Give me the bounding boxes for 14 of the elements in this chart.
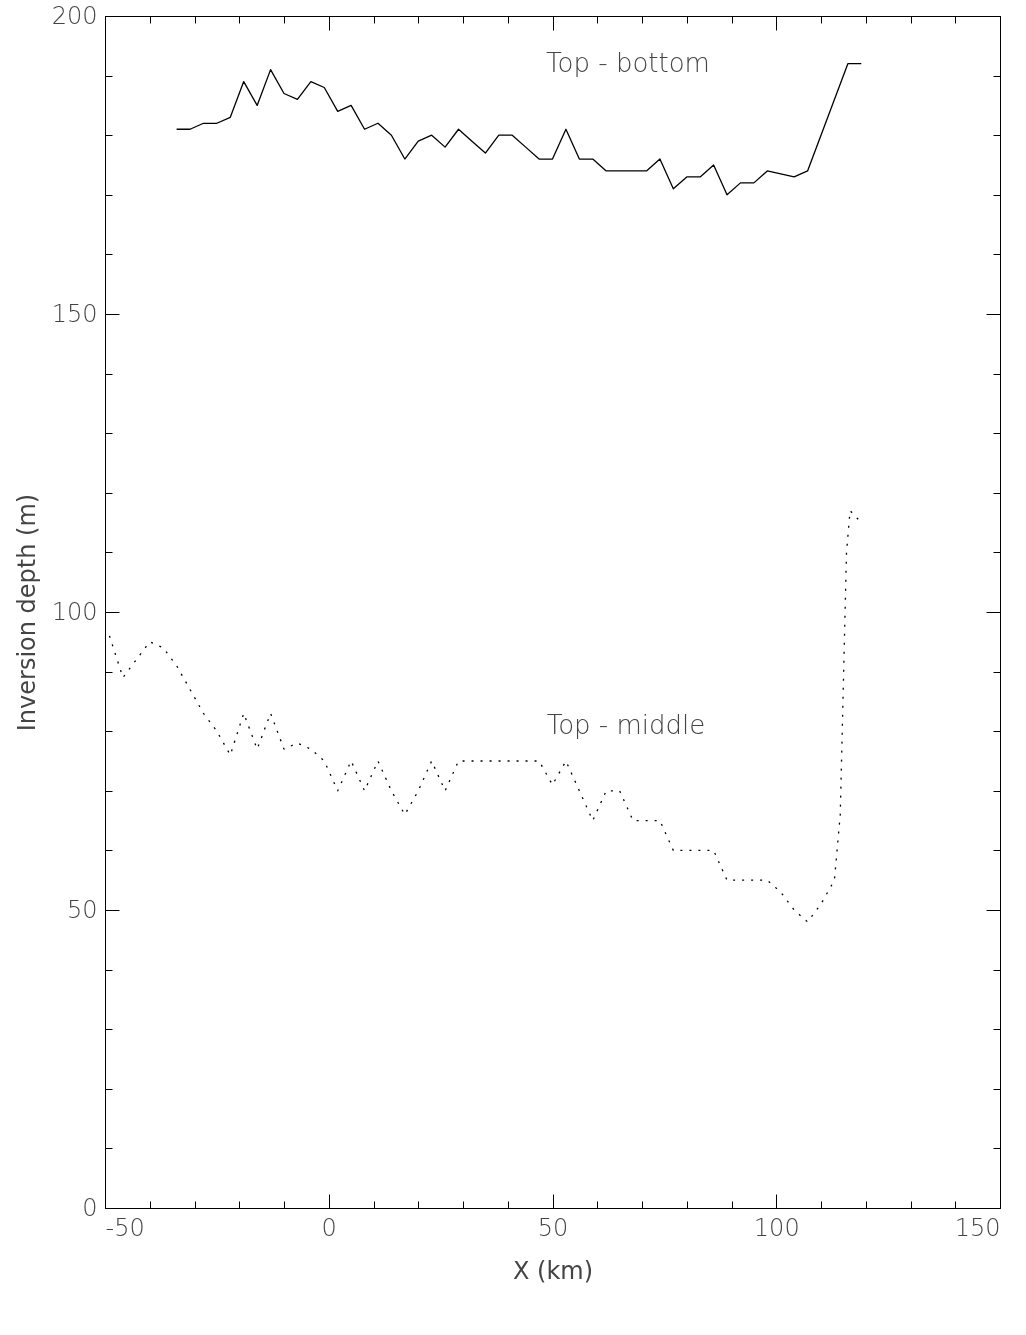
y-tick-label: 0 — [82, 1193, 98, 1222]
x-tick-label: 50 — [537, 1213, 569, 1242]
y-axis-title: Inversion depth (m) — [12, 493, 41, 732]
annotation: Top - middle — [546, 710, 706, 740]
x-tick-label: 150 — [954, 1213, 1001, 1242]
annotation: Top - bottom — [546, 48, 710, 78]
y-tick-label: 50 — [66, 895, 98, 924]
y-tick-label: 200 — [51, 1, 98, 30]
x-tick-label: -50 — [105, 1213, 145, 1242]
x-tick-label: 100 — [753, 1213, 800, 1242]
y-tick-label: 150 — [51, 299, 98, 328]
x-axis-title: X (km) — [512, 1256, 594, 1285]
x-tick-label: 0 — [321, 1213, 337, 1242]
y-tick-label: 100 — [51, 597, 98, 626]
